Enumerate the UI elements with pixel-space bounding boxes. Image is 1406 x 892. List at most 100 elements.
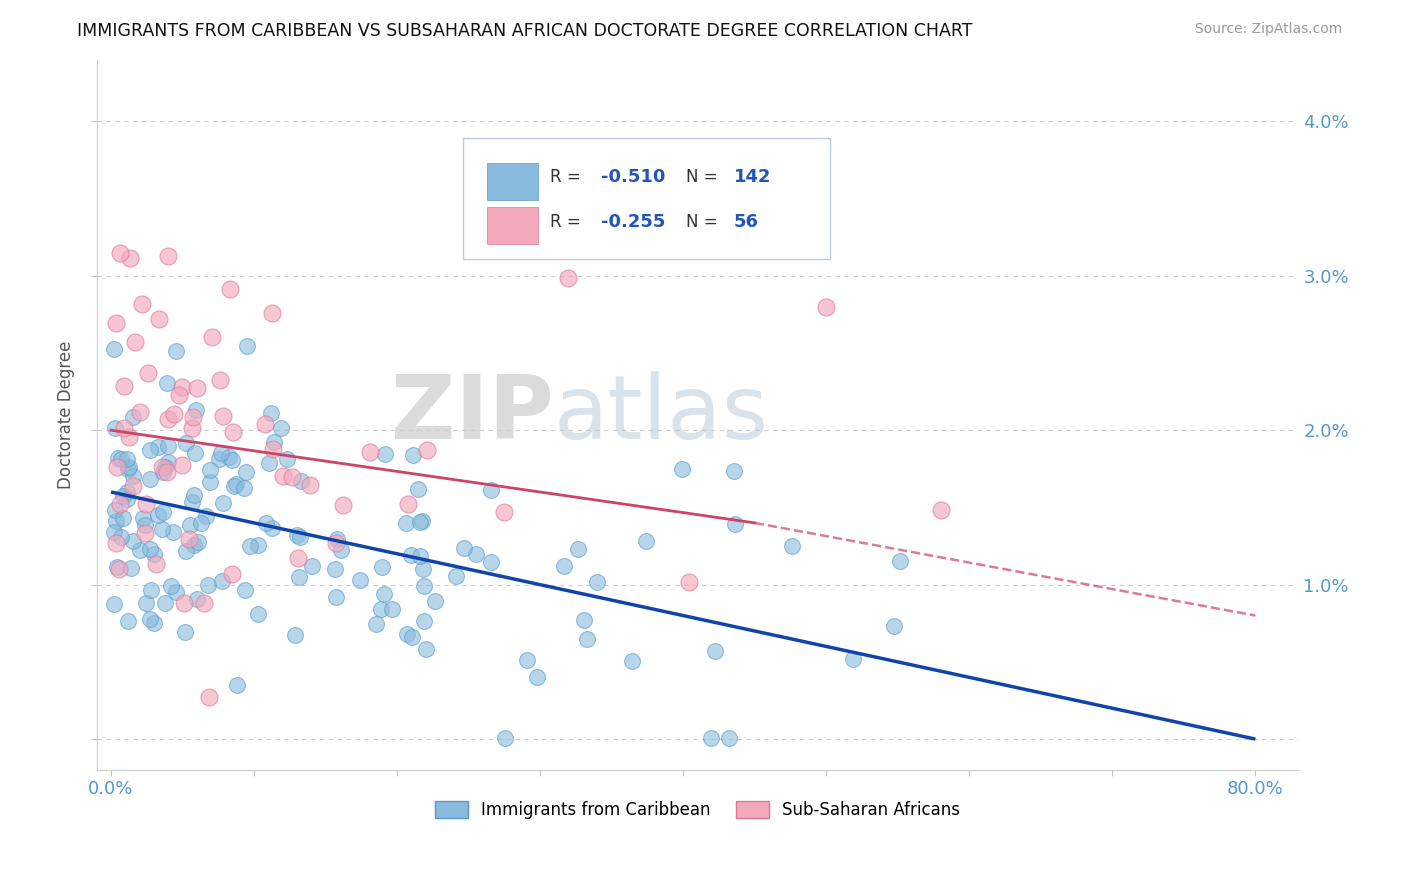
Point [235, 583, 257, 598]
Point [173, 596, 195, 610]
Point [409, 515, 432, 529]
Point [444, 569, 467, 583]
Point [131, 297, 153, 311]
Point [395, 626, 418, 640]
Point [103, 597, 125, 611]
Point [381, 602, 404, 616]
Point [153, 460, 176, 475]
Y-axis label: Doctorate Degree: Doctorate Degree [58, 341, 75, 489]
Point [208, 451, 231, 466]
Point [172, 379, 194, 393]
Point [412, 615, 434, 629]
Point [157, 412, 180, 426]
Point [209, 446, 232, 460]
Point [678, 575, 700, 590]
Point [152, 466, 174, 480]
Point [323, 562, 346, 576]
Point [326, 532, 349, 546]
Point [413, 579, 436, 593]
Point [181, 410, 204, 425]
Point [104, 421, 127, 435]
Point [254, 516, 277, 530]
Point [118, 429, 141, 443]
Point [148, 311, 170, 326]
Point [567, 541, 589, 556]
Point [105, 460, 128, 475]
Legend: Immigrants from Caribbean, Sub-Saharan Africans: Immigrants from Caribbean, Sub-Saharan A… [427, 794, 967, 826]
Point [150, 460, 173, 475]
Point [273, 468, 295, 483]
Point [212, 496, 235, 510]
Point [332, 498, 354, 512]
Point [163, 407, 186, 421]
Point [208, 373, 231, 387]
Point [104, 316, 127, 330]
Point [198, 463, 221, 477]
Point [157, 249, 180, 263]
Point [301, 559, 323, 574]
Point [401, 448, 423, 462]
Point [780, 539, 803, 553]
Text: 56: 56 [734, 212, 759, 230]
Point [262, 442, 284, 456]
Point [138, 442, 160, 457]
Text: 142: 142 [734, 168, 770, 186]
Point [481, 555, 503, 569]
Point [364, 617, 387, 632]
Point [218, 282, 240, 296]
Point [359, 444, 381, 458]
Point [107, 450, 129, 465]
Point [139, 612, 162, 626]
Point [841, 651, 863, 665]
Point [103, 342, 125, 356]
Point [134, 525, 156, 540]
Point [929, 503, 952, 517]
Point [374, 447, 396, 461]
Point [200, 475, 222, 489]
Point [122, 410, 145, 425]
Point [218, 450, 240, 464]
Text: Source: ZipAtlas.com: Source: ZipAtlas.com [1195, 22, 1343, 37]
Point [406, 482, 429, 496]
Point [145, 558, 167, 572]
Point [107, 562, 129, 576]
Point [415, 642, 437, 657]
Point [287, 570, 309, 584]
Point [143, 616, 166, 631]
Point [399, 548, 422, 562]
Point [236, 339, 259, 353]
Point [186, 591, 208, 606]
Point [112, 421, 135, 435]
Text: IMMIGRANTS FROM CARIBBEAN VS SUBSAHARAN AFRICAN DOCTORATE DEGREE CORRELATION CHA: IMMIGRANTS FROM CARIBBEAN VS SUBSAHARAN … [77, 22, 973, 40]
Point [194, 509, 217, 524]
Point [299, 478, 322, 492]
Point [190, 516, 212, 531]
Point [276, 452, 298, 467]
Point [221, 567, 243, 582]
Point [260, 306, 283, 320]
Point [129, 543, 152, 558]
Point [184, 446, 207, 460]
Point [118, 251, 141, 265]
FancyBboxPatch shape [488, 207, 537, 244]
Point [270, 421, 292, 435]
Point [181, 421, 204, 435]
Point [287, 551, 309, 566]
Point [139, 472, 162, 486]
Point [173, 624, 195, 639]
Point [187, 534, 209, 549]
Point [201, 330, 224, 344]
Point [111, 511, 134, 525]
Point [197, 577, 219, 591]
Point [586, 575, 609, 590]
Point [156, 376, 179, 391]
Point [132, 511, 155, 525]
Point [263, 435, 285, 450]
Point [247, 538, 270, 552]
Point [621, 654, 644, 668]
Point [103, 525, 125, 540]
Point [260, 406, 283, 420]
Point [166, 584, 188, 599]
Point [221, 425, 243, 439]
Point [146, 440, 169, 454]
